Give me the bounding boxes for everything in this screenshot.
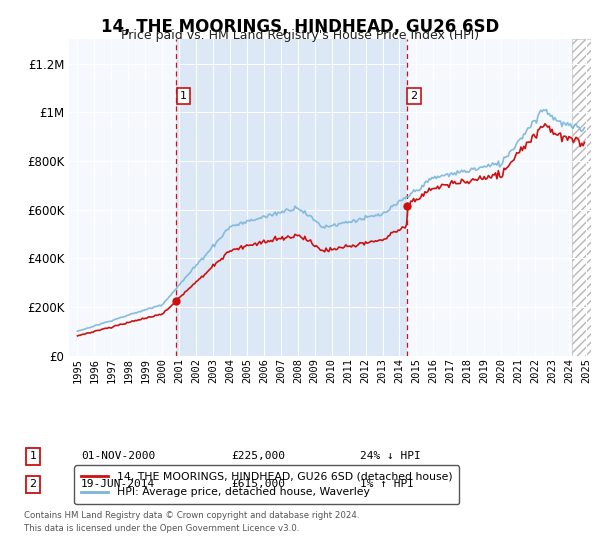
Text: 2: 2 xyxy=(29,479,37,489)
Text: 1: 1 xyxy=(179,91,187,101)
Text: £225,000: £225,000 xyxy=(231,451,285,461)
Text: 01-NOV-2000: 01-NOV-2000 xyxy=(81,451,155,461)
Text: 24% ↓ HPI: 24% ↓ HPI xyxy=(360,451,421,461)
Text: 1: 1 xyxy=(29,451,37,461)
Legend: 14, THE MOORINGS, HINDHEAD, GU26 6SD (detached house), HPI: Average price, detac: 14, THE MOORINGS, HINDHEAD, GU26 6SD (de… xyxy=(74,465,459,504)
Text: This data is licensed under the Open Government Licence v3.0.: This data is licensed under the Open Gov… xyxy=(24,524,299,533)
Text: 1% ↑ HPI: 1% ↑ HPI xyxy=(360,479,414,489)
Bar xyxy=(176,39,407,356)
Bar xyxy=(572,39,591,356)
Text: 2: 2 xyxy=(410,91,418,101)
Text: Contains HM Land Registry data © Crown copyright and database right 2024.: Contains HM Land Registry data © Crown c… xyxy=(24,511,359,520)
Text: 19-JUN-2014: 19-JUN-2014 xyxy=(81,479,155,489)
Text: 14, THE MOORINGS, HINDHEAD, GU26 6SD: 14, THE MOORINGS, HINDHEAD, GU26 6SD xyxy=(101,18,499,36)
Text: Price paid vs. HM Land Registry's House Price Index (HPI): Price paid vs. HM Land Registry's House … xyxy=(121,29,479,42)
Text: £615,000: £615,000 xyxy=(231,479,285,489)
